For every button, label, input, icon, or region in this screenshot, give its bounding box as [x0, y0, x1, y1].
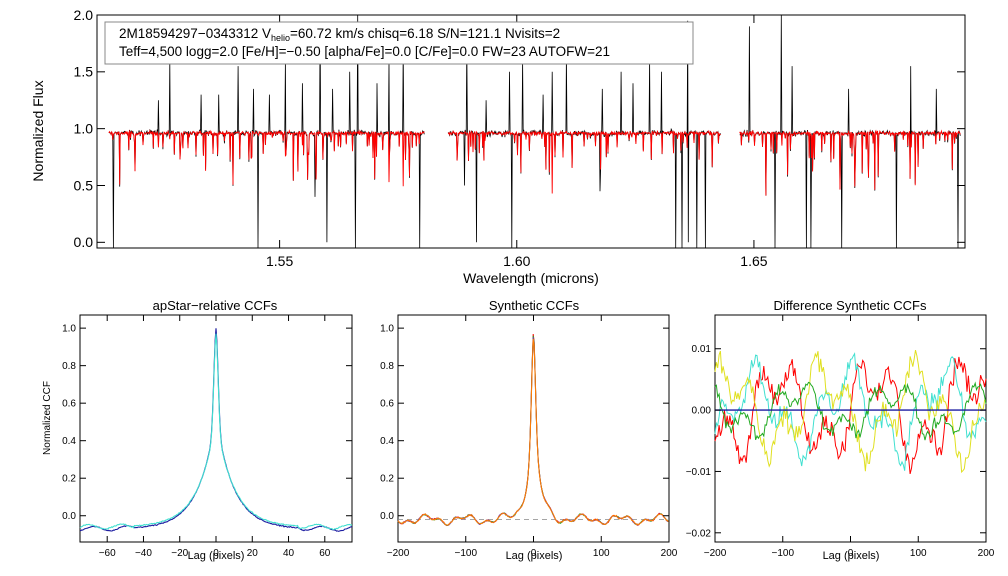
synthetic-ccf-ytick-label: 0.2 — [380, 474, 394, 485]
difference-ccf-ytick-label: 0.01 — [692, 344, 712, 355]
spectrum-xtick-label: 1.55 — [266, 253, 293, 269]
apstar-ccf-title: apStar−relative CCFs — [153, 298, 278, 313]
spectrum-ytick-label: 2.0 — [74, 7, 94, 23]
synthetic-ccf-ytick-label: 1.0 — [380, 324, 394, 335]
difference-ccf-line-green — [714, 381, 987, 441]
difference-ccf-title: Difference Synthetic CCFs — [774, 298, 927, 313]
apstar-ccf-xtick-label: 40 — [283, 548, 295, 559]
spectrum-xtick-label: 1.60 — [503, 253, 530, 269]
difference-ccf-ytick-label: −0.02 — [686, 528, 712, 539]
synthetic-ccf-ytick-label: 0.6 — [380, 399, 394, 410]
info-line-2: Teff=4,500 logg=2.0 [Fe/H]=−0.50 [alpha/… — [119, 44, 610, 59]
spectrum-panel: 1.55 1.60 1.65 0.0 0.5 1.0 1.5 2.0 2M18594297−0… — [30, 7, 966, 286]
synthetic-ccf-line-1 — [397, 333, 669, 527]
synthetic-ccf-xtick-label: −200 — [387, 548, 410, 559]
apstar-ccf-ytick-label: 1.0 — [62, 324, 76, 335]
spectrum-xlabel: Wavelength (microns) — [463, 270, 599, 286]
synthetic-ccf-ytick-label: 0.4 — [380, 436, 394, 447]
spectrum-plot-area — [108, 14, 961, 249]
apstar-ccf-xtick-label: −20 — [171, 548, 188, 559]
synthetic-ccf-axes: −200 −100 0 100 200 0.0 0.2 0.4 0.6 0.8 1.0 — [380, 315, 678, 559]
spectrum-model-line — [108, 129, 425, 187]
info-line-1: 2M18594297−0343312 Vhelio=60.72 km/s chi… — [119, 26, 560, 43]
difference-ccf-panel: Difference Synthetic CCFs −200 −100 0 100 20… — [686, 298, 995, 562]
apstar-ccf-ytick-label: 0.4 — [62, 436, 76, 447]
apstar-ccf-ytick-label: 0.0 — [62, 511, 76, 522]
apstar-ccf-plot-area — [79, 328, 353, 532]
spectrum-model-line — [739, 129, 961, 196]
spectrum-axes: 1.55 1.60 1.65 0.0 0.5 1.0 1.5 2.0 — [74, 7, 965, 269]
apstar-ccf-xlabel: Lag (pixels) — [188, 550, 245, 562]
spectrum-frame — [96, 14, 966, 249]
synthetic-ccf-xtick-label: 200 — [661, 548, 678, 559]
difference-ccf-xtick-label: −100 — [771, 548, 794, 559]
apstar-ccf-xtick-label: −40 — [135, 548, 152, 559]
synthetic-ccf-xtick-label: 0 — [531, 548, 537, 559]
synthetic-ccf-xtick-label: −100 — [454, 548, 477, 559]
spectrum-ytick-label: 1.5 — [74, 64, 94, 80]
spectrum-ytick-label: 0.0 — [74, 234, 94, 250]
synthetic-ccf-xlabel: Lag (pixels) — [506, 550, 563, 562]
difference-ccf-xtick-label: 100 — [910, 548, 927, 559]
difference-ccf-plot-area — [714, 349, 987, 475]
apstar-ccf-line-2 — [79, 333, 353, 531]
difference-ccf-xtick-label: −200 — [704, 548, 727, 559]
apstar-ccf-ylabel: Normalized CCF — [42, 381, 53, 455]
difference-ccf-ytick-label: −0.01 — [686, 467, 712, 478]
difference-ccf-xtick-label: 0 — [848, 548, 854, 559]
spectrum-model-line — [447, 129, 721, 194]
apstar-ccf-panel: apStar−relative CCFs −60 −40 −20 0 20 40 60 0.0… — [42, 298, 353, 562]
spectrum-ylabel: Normalized Flux — [30, 80, 46, 181]
apstar-ccf-ytick-label: 0.2 — [62, 474, 76, 485]
synthetic-ccf-xtick-label: 100 — [593, 548, 610, 559]
difference-ccf-xlabel: Lag (pixels) — [823, 550, 880, 562]
synthetic-ccf-line-3 — [397, 337, 669, 526]
synthetic-ccf-ytick-label: 0.8 — [380, 361, 394, 372]
apstar-ccf-frame — [79, 314, 353, 543]
apstar-ccf-xtick-label: 0 — [213, 548, 219, 559]
difference-ccf-line-yellow — [714, 349, 987, 474]
synthetic-ccf-plot-area — [397, 333, 669, 527]
info-box — [104, 21, 694, 65]
apstar-ccf-xtick-label: 60 — [319, 548, 331, 559]
apstar-ccf-xtick-label: −60 — [99, 548, 116, 559]
apstar-ccf-xtick-label: 20 — [247, 548, 259, 559]
spectrum-ytick-label: 0.5 — [74, 177, 94, 193]
spectrum-ytick-label: 1.0 — [74, 121, 94, 137]
synthetic-ccf-frame — [397, 314, 670, 543]
apstar-ccf-ytick-label: 0.8 — [62, 361, 76, 372]
apstar-ccf-line-1 — [80, 328, 353, 532]
difference-ccf-xtick-label: 200 — [978, 548, 995, 559]
difference-ccf-axes: −200 −100 0 100 200 −0.02 −0.01 0.00 0.01 — [686, 315, 995, 559]
synthetic-ccf-panel: Synthetic CCFs −200 −100 0 100 200 0.0 0.2 0.4 0… — [380, 298, 678, 562]
difference-ccf-line-cyan — [714, 352, 987, 471]
synthetic-ccf-line-4 — [397, 338, 669, 526]
spectrum-xtick-label: 1.65 — [740, 253, 767, 269]
difference-ccf-ytick-label: 0.00 — [692, 406, 712, 417]
apstar-ccf-axes: −60 −40 −20 0 20 40 60 0.0 0.2 0.4 0.6 0.8 1.0 — [62, 315, 352, 559]
difference-ccf-frame — [714, 314, 987, 543]
synthetic-ccf-ytick-label: 0.0 — [380, 511, 394, 522]
synthetic-ccf-title: Synthetic CCFs — [489, 298, 580, 313]
apstar-ccf-ytick-label: 0.6 — [62, 399, 76, 410]
synthetic-ccf-line-2 — [397, 335, 669, 526]
